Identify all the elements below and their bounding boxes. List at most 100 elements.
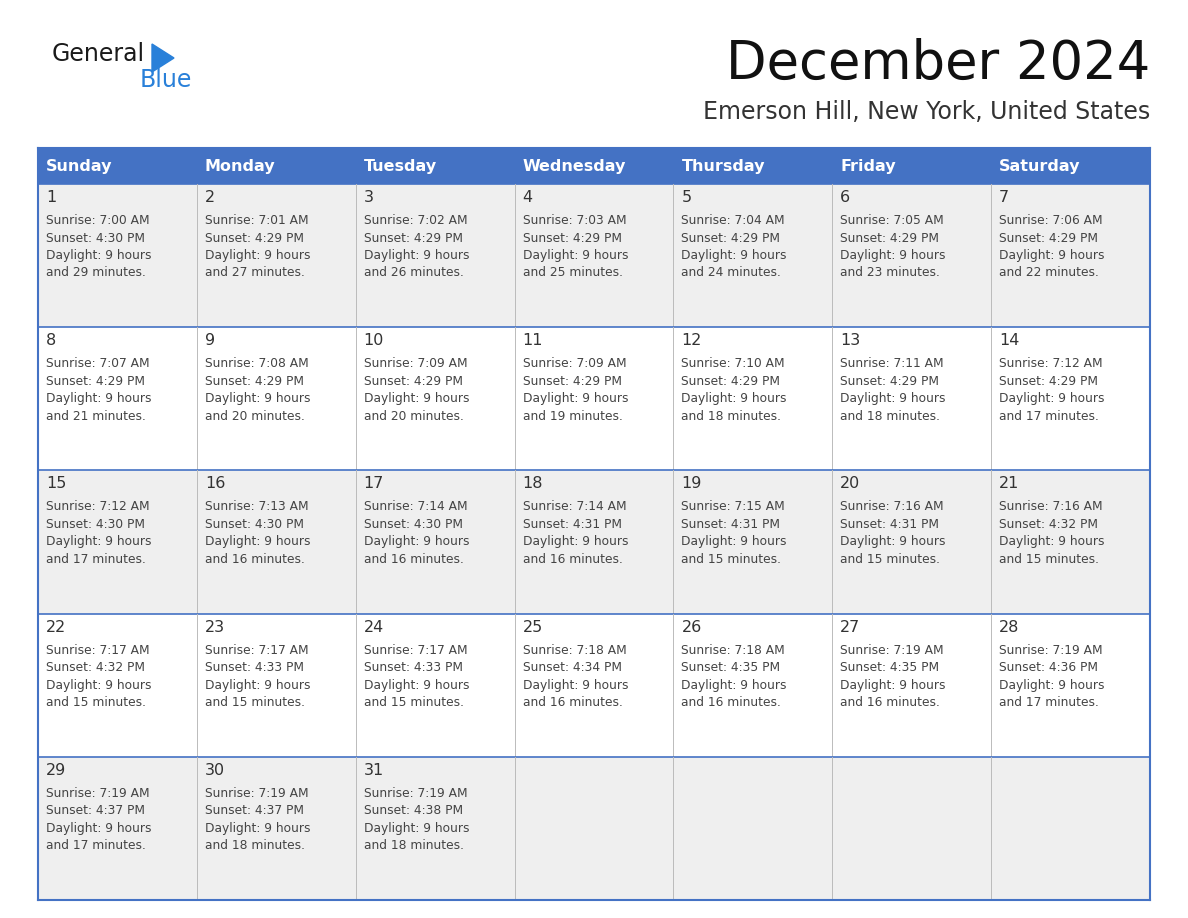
Text: Daylight: 9 hours: Daylight: 9 hours [682,678,786,691]
Text: Daylight: 9 hours: Daylight: 9 hours [999,678,1105,691]
Text: Daylight: 9 hours: Daylight: 9 hours [204,249,310,262]
Text: Sunset: 4:33 PM: Sunset: 4:33 PM [204,661,304,674]
Text: Sunset: 4:30 PM: Sunset: 4:30 PM [204,518,304,531]
Text: Sunset: 4:29 PM: Sunset: 4:29 PM [364,375,462,387]
Text: Daylight: 9 hours: Daylight: 9 hours [364,678,469,691]
Text: Sunrise: 7:10 AM: Sunrise: 7:10 AM [682,357,785,370]
Text: and 29 minutes.: and 29 minutes. [46,266,146,279]
Text: Sunset: 4:31 PM: Sunset: 4:31 PM [840,518,940,531]
Text: 7: 7 [999,190,1010,205]
Text: Sunrise: 7:03 AM: Sunrise: 7:03 AM [523,214,626,227]
Text: 19: 19 [682,476,702,491]
Text: Daylight: 9 hours: Daylight: 9 hours [364,822,469,834]
Text: 8: 8 [46,333,56,348]
Text: Sunset: 4:35 PM: Sunset: 4:35 PM [840,661,940,674]
Text: Sunrise: 7:19 AM: Sunrise: 7:19 AM [364,787,467,800]
Text: 27: 27 [840,620,860,634]
Text: Sunrise: 7:04 AM: Sunrise: 7:04 AM [682,214,785,227]
Text: Daylight: 9 hours: Daylight: 9 hours [682,249,786,262]
Text: Sunset: 4:29 PM: Sunset: 4:29 PM [840,231,940,244]
Text: 2: 2 [204,190,215,205]
Text: and 18 minutes.: and 18 minutes. [840,409,940,422]
Bar [38,184,1150,327]
Text: 9: 9 [204,333,215,348]
Text: Sunrise: 7:16 AM: Sunrise: 7:16 AM [999,500,1102,513]
Text: Sunset: 4:29 PM: Sunset: 4:29 PM [364,231,462,244]
Text: Daylight: 9 hours: Daylight: 9 hours [46,535,152,548]
Text: Sunrise: 7:19 AM: Sunrise: 7:19 AM [46,787,150,800]
Text: Daylight: 9 hours: Daylight: 9 hours [364,535,469,548]
Text: Sunrise: 7:19 AM: Sunrise: 7:19 AM [840,644,944,656]
Text: Daylight: 9 hours: Daylight: 9 hours [204,535,310,548]
Text: Sunset: 4:35 PM: Sunset: 4:35 PM [682,661,781,674]
Bar [38,756,1150,900]
Text: Daylight: 9 hours: Daylight: 9 hours [840,392,946,405]
Text: 29: 29 [46,763,67,778]
Text: Daylight: 9 hours: Daylight: 9 hours [523,535,628,548]
Text: 15: 15 [46,476,67,491]
Text: Sunrise: 7:12 AM: Sunrise: 7:12 AM [46,500,150,513]
Text: and 24 minutes.: and 24 minutes. [682,266,782,279]
Text: Sunrise: 7:01 AM: Sunrise: 7:01 AM [204,214,309,227]
Text: and 17 minutes.: and 17 minutes. [46,839,146,852]
Text: 3: 3 [364,190,374,205]
Text: and 16 minutes.: and 16 minutes. [682,696,782,709]
Bar [38,470,1150,613]
Text: and 15 minutes.: and 15 minutes. [682,553,782,565]
Text: Daylight: 9 hours: Daylight: 9 hours [682,392,786,405]
Text: Daylight: 9 hours: Daylight: 9 hours [999,535,1105,548]
Text: and 21 minutes.: and 21 minutes. [46,409,146,422]
Text: and 17 minutes.: and 17 minutes. [999,409,1099,422]
Text: Daylight: 9 hours: Daylight: 9 hours [840,678,946,691]
Text: and 17 minutes.: and 17 minutes. [999,696,1099,709]
Text: Sunrise: 7:05 AM: Sunrise: 7:05 AM [840,214,944,227]
Text: Sunset: 4:29 PM: Sunset: 4:29 PM [682,375,781,387]
Text: Daylight: 9 hours: Daylight: 9 hours [364,249,469,262]
Text: 22: 22 [46,620,67,634]
Text: 10: 10 [364,333,384,348]
Text: Sunrise: 7:12 AM: Sunrise: 7:12 AM [999,357,1102,370]
Text: Sunrise: 7:00 AM: Sunrise: 7:00 AM [46,214,150,227]
Text: 21: 21 [999,476,1019,491]
Text: Sunset: 4:29 PM: Sunset: 4:29 PM [46,375,145,387]
Text: 11: 11 [523,333,543,348]
Text: Daylight: 9 hours: Daylight: 9 hours [840,249,946,262]
Text: and 17 minutes.: and 17 minutes. [46,553,146,565]
Text: Sunset: 4:38 PM: Sunset: 4:38 PM [364,804,463,817]
Text: Sunrise: 7:19 AM: Sunrise: 7:19 AM [204,787,309,800]
Text: Sunrise: 7:07 AM: Sunrise: 7:07 AM [46,357,150,370]
Text: Blue: Blue [140,68,192,92]
Text: Sunset: 4:29 PM: Sunset: 4:29 PM [523,231,621,244]
Text: Sunrise: 7:16 AM: Sunrise: 7:16 AM [840,500,944,513]
Text: Emerson Hill, New York, United States: Emerson Hill, New York, United States [703,100,1150,124]
Text: 25: 25 [523,620,543,634]
Text: and 16 minutes.: and 16 minutes. [840,696,940,709]
Text: 13: 13 [840,333,860,348]
Polygon shape [152,44,173,72]
Text: 31: 31 [364,763,384,778]
Text: Daylight: 9 hours: Daylight: 9 hours [46,822,152,834]
Text: Sunrise: 7:17 AM: Sunrise: 7:17 AM [204,644,309,656]
Text: and 26 minutes.: and 26 minutes. [364,266,463,279]
Bar [38,613,1150,756]
Text: Daylight: 9 hours: Daylight: 9 hours [46,249,152,262]
Text: Sunrise: 7:09 AM: Sunrise: 7:09 AM [523,357,626,370]
Text: and 20 minutes.: and 20 minutes. [204,409,305,422]
Text: Sunset: 4:31 PM: Sunset: 4:31 PM [523,518,621,531]
Text: and 16 minutes.: and 16 minutes. [204,553,305,565]
Text: and 20 minutes.: and 20 minutes. [364,409,463,422]
Text: Daylight: 9 hours: Daylight: 9 hours [523,678,628,691]
Text: and 15 minutes.: and 15 minutes. [999,553,1099,565]
Text: and 23 minutes.: and 23 minutes. [840,266,940,279]
Text: Sunrise: 7:18 AM: Sunrise: 7:18 AM [682,644,785,656]
Text: and 19 minutes.: and 19 minutes. [523,409,623,422]
Text: 4: 4 [523,190,532,205]
Text: Sunset: 4:29 PM: Sunset: 4:29 PM [204,231,304,244]
Text: Sunset: 4:29 PM: Sunset: 4:29 PM [840,375,940,387]
Text: Sunrise: 7:14 AM: Sunrise: 7:14 AM [364,500,467,513]
Text: 23: 23 [204,620,225,634]
Text: Sunset: 4:29 PM: Sunset: 4:29 PM [204,375,304,387]
Text: and 15 minutes.: and 15 minutes. [46,696,146,709]
Text: and 15 minutes.: and 15 minutes. [204,696,305,709]
Text: and 18 minutes.: and 18 minutes. [682,409,782,422]
